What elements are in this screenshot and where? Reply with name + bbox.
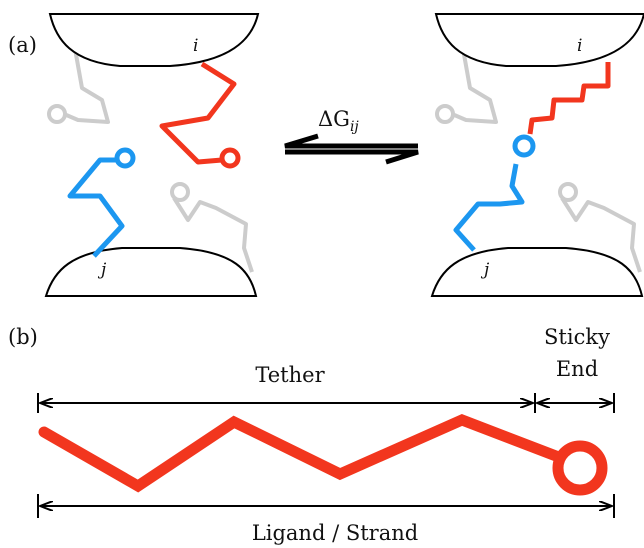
red-strand-right (527, 62, 611, 135)
blue-sticky-end-left (114, 147, 136, 169)
left-configuration: i j (44, 13, 260, 297)
top-particle-right (434, 13, 644, 67)
equilibrium-arrows: ΔGij (284, 107, 419, 165)
grey-sticky-end-right-bottom (558, 182, 578, 202)
right-configuration: i j (430, 13, 644, 297)
particle-j-label-right: j (480, 260, 490, 280)
ligand-label: Ligand / Strand (252, 521, 418, 545)
half-arrow-left (284, 133, 418, 149)
tether-label: Tether (255, 363, 325, 387)
ligand-sticky-end (552, 440, 608, 496)
grey-strand-right-bottom (560, 196, 642, 273)
particle-j-label-left: j (97, 260, 107, 280)
bottom-particle-right (430, 247, 644, 297)
bottom-particle-left (44, 247, 258, 297)
sticky-end-label-line2: End (556, 357, 598, 381)
panel-b-label: (b) (8, 325, 38, 349)
grey-sticky-end-left-top (47, 104, 67, 124)
grey-sticky-end-left-bottom (170, 182, 190, 202)
particle-i-label-left: i (193, 36, 198, 56)
red-sticky-end-left (219, 147, 241, 169)
ligand-dimension (37, 494, 615, 518)
particle-i-label-right: i (577, 36, 582, 56)
sticky-end-dimension (537, 393, 615, 413)
free-energy-label: ΔGij (318, 107, 359, 135)
grey-strand-left-top (63, 31, 110, 124)
grey-strand-left-bottom (172, 196, 254, 273)
red-strand-left (159, 61, 237, 165)
blue-strand-left (67, 157, 125, 258)
panel-a-label: (a) (8, 33, 37, 57)
blue-strand-right (453, 163, 525, 252)
bound-sticky-end-right (512, 134, 536, 158)
ligand-strand (38, 414, 562, 493)
grey-sticky-end-right-top (435, 104, 455, 124)
top-particle-left (48, 13, 260, 67)
sticky-end-label-line1: Sticky (544, 325, 610, 349)
tether-dimension (37, 393, 536, 413)
grey-strand-right-top (451, 31, 498, 124)
half-arrow-right (285, 149, 419, 165)
